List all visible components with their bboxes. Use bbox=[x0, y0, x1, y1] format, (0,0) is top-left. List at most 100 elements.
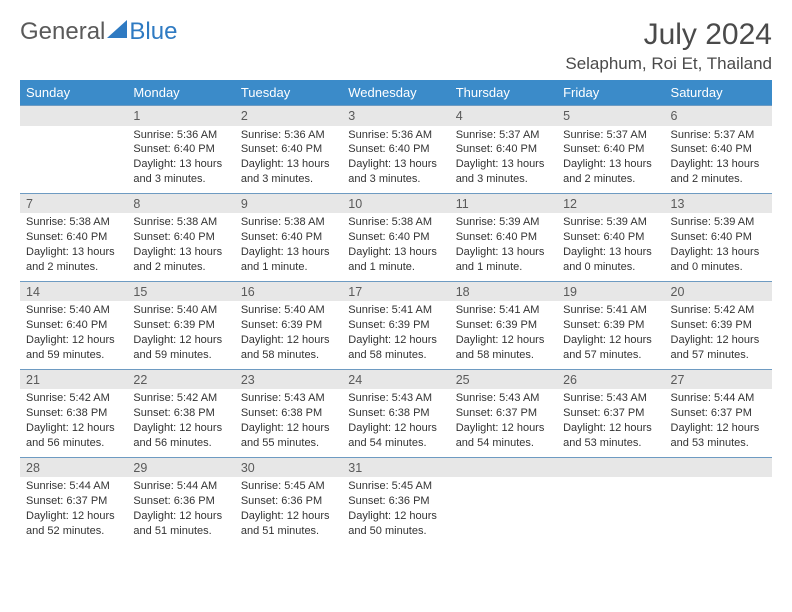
sunrise-line: Sunrise: 5:43 AM bbox=[563, 391, 658, 406]
daylight-line-2: and 3 minutes. bbox=[456, 172, 551, 187]
day-content-cell: Sunrise: 5:40 AMSunset: 6:40 PMDaylight:… bbox=[20, 301, 127, 369]
daylight-line-2: and 2 minutes. bbox=[133, 260, 228, 275]
day-number-cell: 26 bbox=[557, 369, 664, 389]
day-content-cell: Sunrise: 5:39 AMSunset: 6:40 PMDaylight:… bbox=[557, 213, 664, 281]
daylight-line: Daylight: 12 hours bbox=[671, 421, 766, 436]
day-content-cell: Sunrise: 5:37 AMSunset: 6:40 PMDaylight:… bbox=[665, 126, 772, 194]
sunrise-line: Sunrise: 5:38 AM bbox=[133, 215, 228, 230]
day-content-cell: Sunrise: 5:40 AMSunset: 6:39 PMDaylight:… bbox=[127, 301, 234, 369]
day-content-cell: Sunrise: 5:38 AMSunset: 6:40 PMDaylight:… bbox=[235, 213, 342, 281]
sunset-line: Sunset: 6:40 PM bbox=[563, 142, 658, 157]
daylight-line-2: and 1 minute. bbox=[241, 260, 336, 275]
daylight-line-2: and 52 minutes. bbox=[26, 524, 121, 539]
daylight-line: Daylight: 12 hours bbox=[133, 509, 228, 524]
daylight-line-2: and 3 minutes. bbox=[133, 172, 228, 187]
day-content-cell bbox=[450, 477, 557, 544]
sunset-line: Sunset: 6:40 PM bbox=[348, 230, 443, 245]
daylight-line-2: and 55 minutes. bbox=[241, 436, 336, 451]
daylight-line-2: and 51 minutes. bbox=[133, 524, 228, 539]
day-content-cell: Sunrise: 5:43 AMSunset: 6:38 PMDaylight:… bbox=[235, 389, 342, 457]
sunset-line: Sunset: 6:40 PM bbox=[456, 142, 551, 157]
sunset-line: Sunset: 6:38 PM bbox=[241, 406, 336, 421]
sunset-line: Sunset: 6:36 PM bbox=[348, 494, 443, 509]
day-content-cell: Sunrise: 5:45 AMSunset: 6:36 PMDaylight:… bbox=[235, 477, 342, 544]
day-content-row: Sunrise: 5:42 AMSunset: 6:38 PMDaylight:… bbox=[20, 389, 772, 457]
daylight-line-2: and 50 minutes. bbox=[348, 524, 443, 539]
daylight-line-2: and 58 minutes. bbox=[456, 348, 551, 363]
day-content-cell: Sunrise: 5:36 AMSunset: 6:40 PMDaylight:… bbox=[235, 126, 342, 194]
day-number-row: 78910111213 bbox=[20, 193, 772, 213]
daylight-line: Daylight: 12 hours bbox=[133, 333, 228, 348]
day-content-cell: Sunrise: 5:39 AMSunset: 6:40 PMDaylight:… bbox=[450, 213, 557, 281]
day-content-cell: Sunrise: 5:41 AMSunset: 6:39 PMDaylight:… bbox=[557, 301, 664, 369]
day-content-cell: Sunrise: 5:43 AMSunset: 6:37 PMDaylight:… bbox=[450, 389, 557, 457]
logo-triangle-icon bbox=[106, 18, 128, 46]
sunset-line: Sunset: 6:39 PM bbox=[671, 318, 766, 333]
day-number-row: 28293031 bbox=[20, 457, 772, 477]
day-of-week-row: Sunday Monday Tuesday Wednesday Thursday… bbox=[20, 80, 772, 106]
daylight-line: Daylight: 13 hours bbox=[671, 157, 766, 172]
daylight-line: Daylight: 13 hours bbox=[348, 157, 443, 172]
daylight-line: Daylight: 13 hours bbox=[456, 245, 551, 260]
daylight-line: Daylight: 12 hours bbox=[26, 421, 121, 436]
sunset-line: Sunset: 6:39 PM bbox=[133, 318, 228, 333]
dow-header: Wednesday bbox=[342, 80, 449, 106]
day-content-cell: Sunrise: 5:44 AMSunset: 6:36 PMDaylight:… bbox=[127, 477, 234, 544]
daylight-line-2: and 2 minutes. bbox=[563, 172, 658, 187]
day-number-cell: 8 bbox=[127, 193, 234, 213]
daylight-line: Daylight: 13 hours bbox=[563, 245, 658, 260]
sunset-line: Sunset: 6:40 PM bbox=[456, 230, 551, 245]
sunrise-line: Sunrise: 5:42 AM bbox=[671, 303, 766, 318]
day-number-cell: 16 bbox=[235, 281, 342, 301]
day-number-cell: 9 bbox=[235, 193, 342, 213]
day-number-cell: 22 bbox=[127, 369, 234, 389]
day-content-cell: Sunrise: 5:36 AMSunset: 6:40 PMDaylight:… bbox=[127, 126, 234, 194]
day-number-cell: 7 bbox=[20, 193, 127, 213]
day-content-cell: Sunrise: 5:38 AMSunset: 6:40 PMDaylight:… bbox=[342, 213, 449, 281]
sunrise-line: Sunrise: 5:37 AM bbox=[671, 128, 766, 143]
day-number-cell: 25 bbox=[450, 369, 557, 389]
sunset-line: Sunset: 6:38 PM bbox=[26, 406, 121, 421]
daylight-line-2: and 54 minutes. bbox=[348, 436, 443, 451]
dow-header: Sunday bbox=[20, 80, 127, 106]
daylight-line: Daylight: 12 hours bbox=[241, 509, 336, 524]
title-block: July 2024 Selaphum, Roi Et, Thailand bbox=[565, 18, 772, 74]
day-number-cell: 24 bbox=[342, 369, 449, 389]
sunrise-line: Sunrise: 5:44 AM bbox=[26, 479, 121, 494]
daylight-line-2: and 1 minute. bbox=[348, 260, 443, 275]
sunrise-line: Sunrise: 5:43 AM bbox=[241, 391, 336, 406]
day-number-cell: 12 bbox=[557, 193, 664, 213]
sunset-line: Sunset: 6:40 PM bbox=[563, 230, 658, 245]
sunset-line: Sunset: 6:39 PM bbox=[348, 318, 443, 333]
daylight-line-2: and 2 minutes. bbox=[26, 260, 121, 275]
day-content-cell: Sunrise: 5:45 AMSunset: 6:36 PMDaylight:… bbox=[342, 477, 449, 544]
daylight-line: Daylight: 12 hours bbox=[348, 333, 443, 348]
day-number-row: 21222324252627 bbox=[20, 369, 772, 389]
daylight-line: Daylight: 12 hours bbox=[563, 421, 658, 436]
day-number-cell: 28 bbox=[20, 457, 127, 477]
sunset-line: Sunset: 6:37 PM bbox=[671, 406, 766, 421]
sunset-line: Sunset: 6:38 PM bbox=[348, 406, 443, 421]
sunrise-line: Sunrise: 5:42 AM bbox=[133, 391, 228, 406]
daylight-line-2: and 3 minutes. bbox=[241, 172, 336, 187]
day-number-cell: 27 bbox=[665, 369, 772, 389]
daylight-line: Daylight: 12 hours bbox=[133, 421, 228, 436]
calendar-table: Sunday Monday Tuesday Wednesday Thursday… bbox=[20, 80, 772, 544]
day-content-cell: Sunrise: 5:38 AMSunset: 6:40 PMDaylight:… bbox=[20, 213, 127, 281]
location: Selaphum, Roi Et, Thailand bbox=[565, 54, 772, 74]
daylight-line-2: and 3 minutes. bbox=[348, 172, 443, 187]
daylight-line-2: and 2 minutes. bbox=[671, 172, 766, 187]
logo-text-blue: Blue bbox=[129, 18, 177, 46]
day-number-cell: 19 bbox=[557, 281, 664, 301]
sunrise-line: Sunrise: 5:41 AM bbox=[456, 303, 551, 318]
day-number-cell bbox=[450, 457, 557, 477]
day-number-cell: 13 bbox=[665, 193, 772, 213]
daylight-line-2: and 59 minutes. bbox=[133, 348, 228, 363]
day-number-cell: 6 bbox=[665, 106, 772, 126]
sunrise-line: Sunrise: 5:39 AM bbox=[456, 215, 551, 230]
daylight-line-2: and 58 minutes. bbox=[348, 348, 443, 363]
sunset-line: Sunset: 6:39 PM bbox=[563, 318, 658, 333]
day-number-cell: 18 bbox=[450, 281, 557, 301]
day-content-cell: Sunrise: 5:37 AMSunset: 6:40 PMDaylight:… bbox=[557, 126, 664, 194]
daylight-line-2: and 56 minutes. bbox=[133, 436, 228, 451]
